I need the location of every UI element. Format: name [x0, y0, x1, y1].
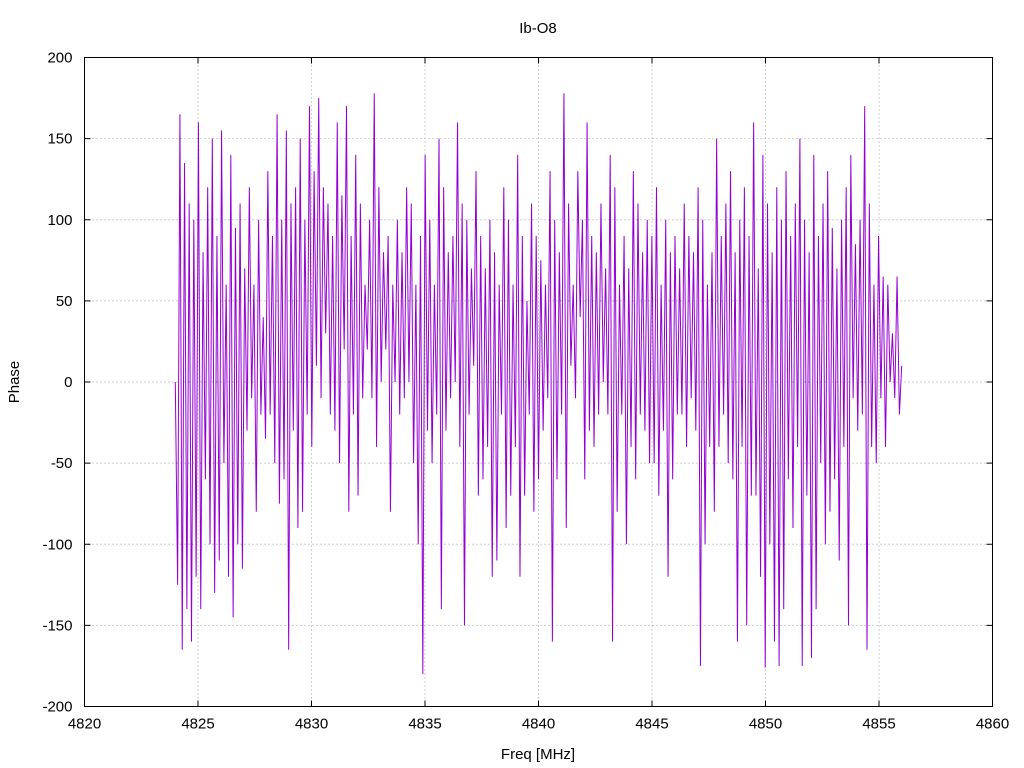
y-tick-label: -100 [42, 536, 72, 553]
x-tick-label: 4840 [522, 716, 555, 733]
x-axis-label: Freq [MHz] [501, 746, 575, 763]
y-tick-label: -150 [42, 617, 72, 634]
series-line-0 [174, 93, 903, 675]
x-tick-label: 4850 [749, 716, 782, 733]
x-tick-label: 4860 [976, 716, 1009, 733]
series-group [174, 93, 903, 675]
y-tick-label: 100 [47, 212, 72, 229]
y-tick-label: 50 [56, 293, 73, 310]
y-tick-label: -200 [42, 699, 72, 716]
y-tick-label: 0 [64, 374, 72, 391]
y-axis-label: Phase [6, 361, 23, 404]
x-tick-label: 4835 [408, 716, 441, 733]
x-tick-label: 4845 [635, 716, 668, 733]
y-tick-label: 150 [47, 131, 72, 148]
x-tick-label: 4855 [862, 716, 895, 733]
y-tick-label: -50 [51, 455, 73, 472]
chart-title: Ib-O8 [519, 20, 557, 37]
y-tick-label: 200 [47, 50, 72, 67]
x-tick-label: 4820 [68, 716, 101, 733]
x-tick-label: 4830 [295, 716, 328, 733]
x-tick-label: 4825 [181, 716, 214, 733]
ticks: 4820 4825 4830 4835 4840 4845 4850 4855 4860 -200… [42, 50, 1009, 733]
